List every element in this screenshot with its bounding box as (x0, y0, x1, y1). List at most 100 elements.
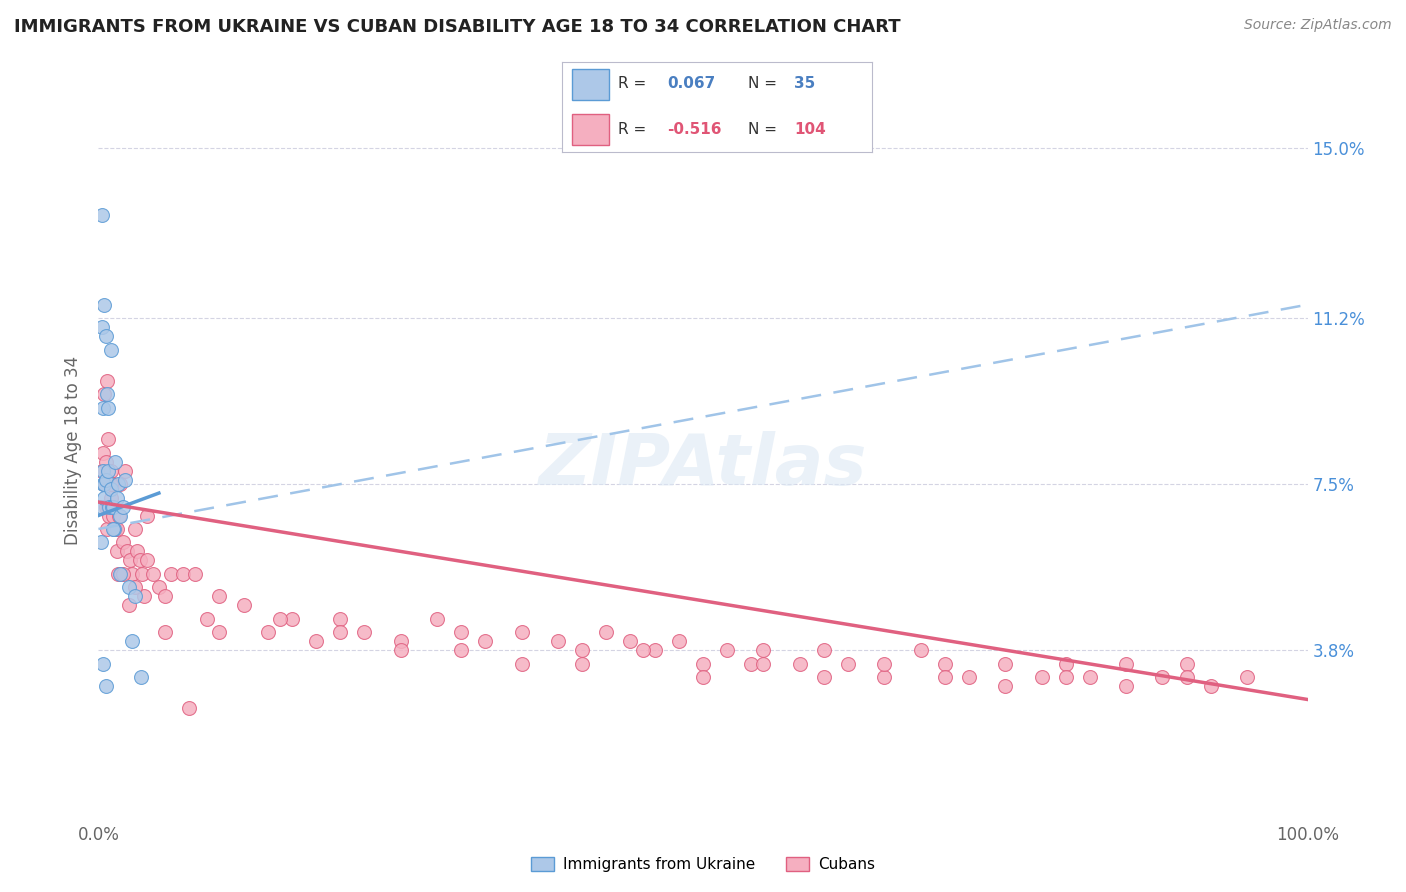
Point (510, 657, 533, 671)
Point (752, 657, 775, 671)
Point (1199, 679, 1222, 693)
Point (96, 522, 118, 536)
Text: 35: 35 (794, 77, 815, 91)
Text: IMMIGRANTS FROM UKRAINE VS CUBAN DISABILITY AGE 18 TO 34 CORRELATION CHART: IMMIGRANTS FROM UKRAINE VS CUBAN DISABIL… (14, 18, 901, 36)
Text: R =: R = (619, 77, 651, 91)
Point (1054, 670, 1077, 684)
Point (91, 320, 114, 334)
Point (934, 657, 956, 671)
Point (104, 455, 127, 469)
Point (813, 670, 835, 684)
Legend: Immigrants from Ukraine, Cubans: Immigrants from Ukraine, Cubans (531, 857, 875, 872)
Point (426, 612, 449, 626)
Point (208, 589, 231, 603)
Point (101, 508, 124, 523)
Point (873, 670, 896, 684)
Point (97, 432, 120, 446)
Point (740, 657, 762, 671)
Point (93, 491, 115, 505)
Point (547, 634, 569, 648)
Point (994, 679, 1017, 693)
Point (93, 298, 115, 312)
Point (101, 477, 124, 491)
Point (716, 643, 738, 657)
Point (101, 500, 124, 514)
Point (110, 566, 132, 581)
Point (329, 612, 352, 626)
Point (184, 566, 207, 581)
Point (100, 464, 122, 478)
Point (389, 643, 412, 657)
Point (118, 599, 141, 613)
Point (94, 455, 117, 469)
Point (1152, 670, 1174, 684)
Point (105, 544, 128, 558)
Point (93, 477, 115, 491)
Point (329, 625, 352, 640)
Point (124, 589, 146, 603)
Point (91, 477, 114, 491)
Point (789, 657, 811, 671)
Point (94, 329, 117, 343)
Point (98, 508, 121, 523)
Point (91, 208, 114, 222)
Point (108, 477, 131, 491)
Point (1078, 670, 1101, 684)
Text: 104: 104 (794, 122, 827, 136)
Point (90, 535, 112, 549)
Point (1054, 657, 1077, 671)
Point (111, 535, 134, 549)
Point (128, 553, 150, 567)
Point (103, 522, 125, 536)
Point (118, 553, 141, 567)
Point (135, 508, 157, 523)
Point (571, 643, 593, 657)
Point (91, 657, 114, 671)
Point (692, 657, 714, 671)
Point (837, 657, 859, 671)
Point (100, 500, 122, 514)
Text: Source: ZipAtlas.com: Source: ZipAtlas.com (1244, 18, 1392, 32)
Y-axis label: Disability Age 18 to 34: Disability Age 18 to 34 (65, 356, 83, 545)
Point (93, 477, 115, 491)
Point (1175, 657, 1198, 671)
Point (752, 643, 775, 657)
Point (98, 500, 121, 514)
Text: R =: R = (619, 122, 651, 136)
Point (994, 657, 1017, 671)
Text: 0.067: 0.067 (668, 77, 716, 91)
Point (131, 566, 153, 581)
Point (121, 566, 143, 581)
Point (114, 464, 136, 478)
Text: N =: N = (748, 122, 782, 136)
Point (97, 500, 120, 514)
Point (353, 625, 375, 640)
Point (91, 500, 114, 514)
Point (108, 508, 131, 523)
Point (107, 477, 129, 491)
Text: N =: N = (748, 77, 782, 91)
Point (129, 670, 152, 684)
Point (934, 670, 956, 684)
Point (100, 477, 122, 491)
Point (910, 643, 932, 657)
Point (100, 343, 122, 357)
Point (91, 401, 114, 415)
Point (134, 589, 156, 603)
Point (179, 701, 201, 715)
Point (101, 522, 124, 536)
Point (108, 566, 131, 581)
Point (644, 643, 666, 657)
Point (305, 634, 328, 648)
Point (256, 625, 278, 640)
Point (389, 634, 412, 648)
Point (195, 612, 218, 626)
Point (111, 566, 134, 581)
Point (148, 580, 170, 594)
Point (100, 500, 122, 514)
Point (160, 566, 183, 581)
Point (105, 522, 128, 536)
Point (692, 670, 714, 684)
Point (1175, 670, 1198, 684)
Point (450, 643, 472, 657)
